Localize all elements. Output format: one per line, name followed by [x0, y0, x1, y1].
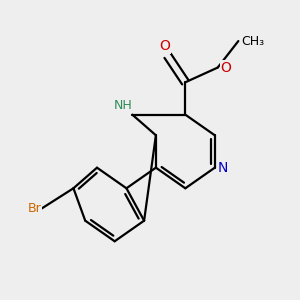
Text: O: O — [159, 39, 170, 53]
Text: Br: Br — [27, 202, 41, 215]
Text: N: N — [218, 161, 228, 175]
Text: CH₃: CH₃ — [241, 34, 264, 48]
Text: O: O — [221, 61, 232, 75]
Text: NH: NH — [114, 99, 133, 112]
